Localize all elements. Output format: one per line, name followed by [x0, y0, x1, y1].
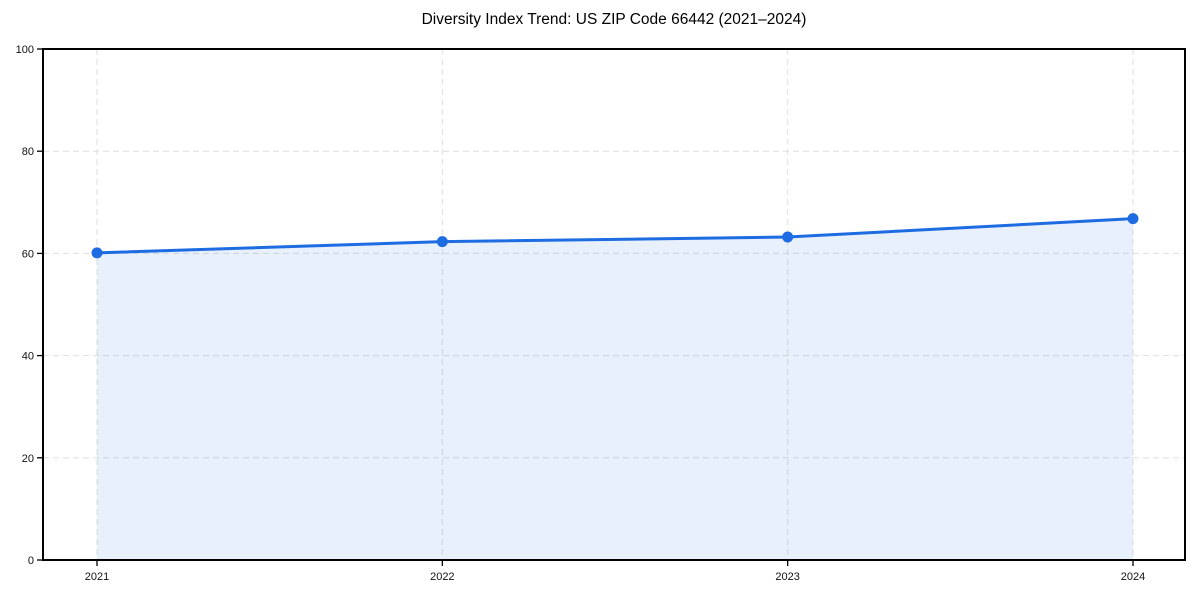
- x-tick-label: 2021: [85, 571, 109, 583]
- y-tick-label: 60: [22, 248, 34, 260]
- area-fill: [97, 218, 1133, 561]
- x-tick-label: 2024: [1121, 571, 1145, 583]
- y-tick-label: 80: [22, 146, 34, 158]
- data-point: [436, 236, 448, 248]
- y-tick-label: 0: [28, 555, 34, 567]
- x-tick-label: 2022: [430, 571, 454, 583]
- data-point: [1127, 213, 1139, 225]
- x-tick-label: 2023: [775, 571, 799, 583]
- plot-border: [42, 48, 1186, 561]
- data-point: [782, 231, 794, 243]
- trend-line: [95, 217, 1135, 255]
- y-tick-label: 100: [16, 44, 34, 56]
- chart-title: Diversity Index Trend: US ZIP Code 66442…: [421, 11, 807, 28]
- data-point: [91, 247, 103, 259]
- y-tick-label: 40: [22, 351, 34, 363]
- y-tick-label: 20: [22, 453, 34, 465]
